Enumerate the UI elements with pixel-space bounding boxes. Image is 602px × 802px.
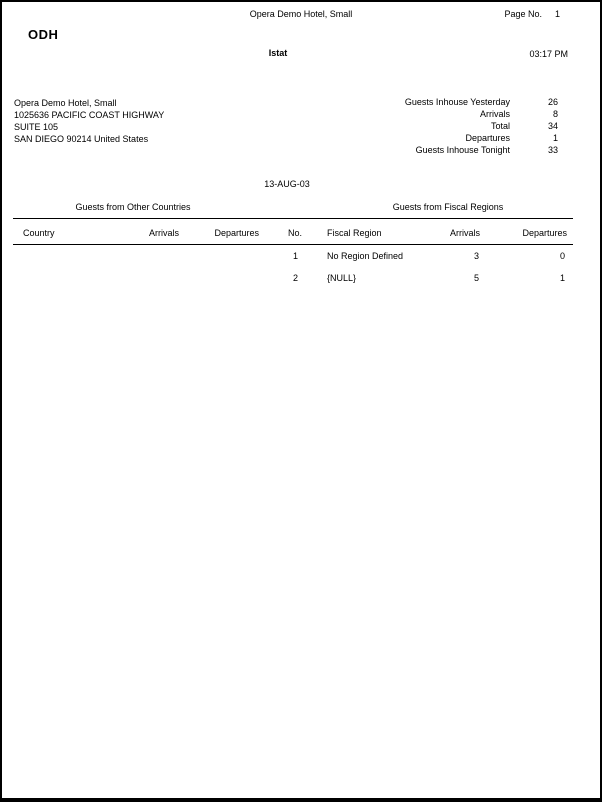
summary-row: Arrivals 8	[302, 109, 558, 121]
summary-label: Arrivals	[479, 109, 510, 119]
page-no-label: Page No.	[504, 9, 542, 19]
summary-row: Guests Inhouse Yesterday 26	[302, 97, 558, 109]
header-hotel-name: Opera Demo Hotel, Small	[249, 9, 353, 19]
column-header-no: No.	[287, 228, 302, 238]
table-row-cell-departures: 1	[559, 273, 565, 283]
column-header-departures-left: Departures	[214, 228, 259, 238]
page-no-value: 1	[554, 9, 560, 19]
table-row-cell-no: 1	[292, 251, 298, 261]
column-header-country: Country	[23, 228, 55, 238]
summary-row: Departures 1	[302, 133, 558, 145]
report-time: 03:17 PM	[529, 49, 568, 59]
table-row-cell-departures: 0	[559, 251, 565, 261]
table-row-cell-arrivals: 3	[473, 251, 479, 261]
summary-label: Guests Inhouse Tonight	[415, 145, 510, 155]
table-rule-top	[13, 218, 573, 219]
hotel-address-block: Opera Demo Hotel, Small 1025636 PACIFIC …	[14, 97, 164, 145]
column-header-arrivals-left: Arrivals	[148, 228, 179, 238]
summary-row: Guests Inhouse Tonight 33	[302, 145, 558, 157]
summary-label: Departures	[465, 133, 510, 143]
summary-label: Guests Inhouse Yesterday	[404, 97, 510, 107]
hotel-logo: ODH	[28, 27, 59, 42]
table-row-cell-fiscal-region: {NULL}	[327, 273, 357, 283]
address-line: Opera Demo Hotel, Small	[14, 98, 117, 108]
table-rule-bottom	[13, 244, 573, 245]
summary-value: 26	[547, 97, 558, 107]
table-row-cell-fiscal-region: No Region Defined	[327, 251, 404, 261]
report-date: 13-AUG-03	[264, 179, 310, 189]
table-row-cell-arrivals: 5	[473, 273, 479, 283]
report-title: Istat	[268, 48, 288, 58]
summary-row: Total 34	[302, 121, 558, 133]
address-line: SAN DIEGO 90214 United States	[14, 134, 149, 144]
summary-value: 1	[552, 133, 558, 143]
address-line: 1025636 PACIFIC COAST HIGHWAY	[14, 110, 165, 120]
summary-value: 8	[552, 109, 558, 119]
summary-value: 33	[547, 145, 558, 155]
address-line: SUITE 105	[14, 122, 59, 132]
column-header-departures-right: Departures	[522, 228, 567, 238]
summary-value: 34	[547, 121, 558, 131]
table-row-cell-no: 2	[292, 273, 298, 283]
summary-label: Total	[490, 121, 510, 131]
section-title-other-countries: Guests from Other Countries	[75, 202, 191, 212]
column-header-fiscal-region: Fiscal Region	[327, 228, 382, 238]
section-title-fiscal-regions: Guests from Fiscal Regions	[392, 202, 504, 212]
column-header-arrivals-right: Arrivals	[449, 228, 480, 238]
